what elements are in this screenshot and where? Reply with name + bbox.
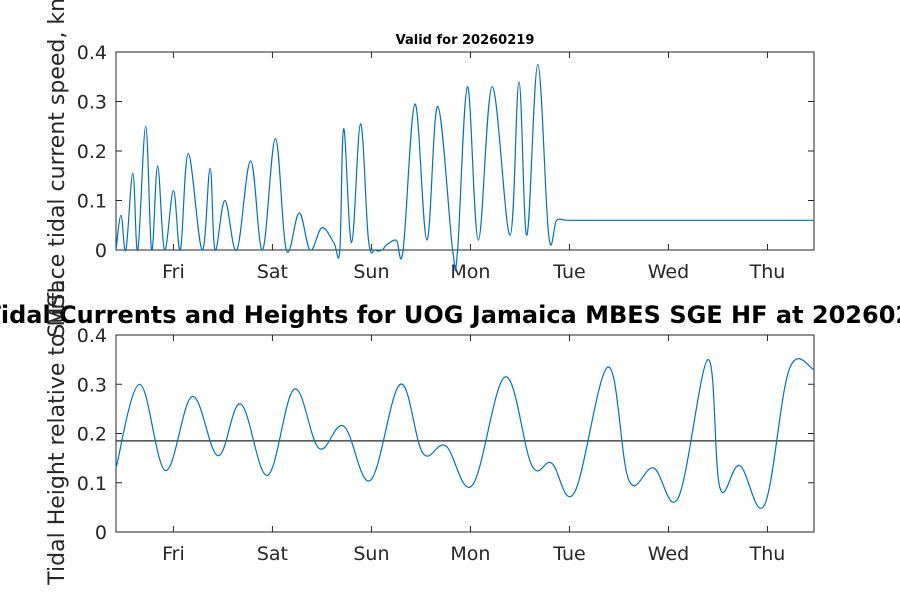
current-speed-xtick-label: Thu <box>749 261 786 283</box>
current-speed-title: Valid for 20260219 <box>396 33 535 48</box>
current-speed-ytick-label: 0.4 <box>77 42 107 64</box>
tidal-height-line <box>115 358 815 509</box>
current-speed-ytick-label: 0.1 <box>77 191 107 213</box>
tidal-height-xtick-label: Sat <box>257 543 288 565</box>
tidal-height-ytick-label: 0 <box>95 522 107 544</box>
current-speed-ytick-label: 0 <box>95 240 107 262</box>
tidal-height-title: Tidal Currents and Heights for UOG Jamai… <box>0 301 900 329</box>
tidal-height-ytick-label: 0.2 <box>77 424 107 446</box>
current-speed-xtick-label: Wed <box>648 261 689 283</box>
current-speed-ytick-label: 0.2 <box>77 141 107 163</box>
current-speed-ticks: 0 0.1 0.2 0.3 0.4 Fri Sat Sun Mon Tue Wed Thu <box>77 42 814 283</box>
current-speed-plot-frame <box>115 51 815 251</box>
tidal-height-xtick-label: Sun <box>353 543 389 565</box>
tidal-height-axes: Tidal Currents and Heights for UOG Jamai… <box>0 281 900 586</box>
tidal-height-ytick-label: 0.1 <box>77 473 107 495</box>
current-speed-xtick-label: Mon <box>450 261 490 283</box>
current-speed-xtick-label: Tue <box>552 261 585 283</box>
current-speed-axes: Valid for 20260219 0 0.1 0.2 0.3 0.4 Fri Sat Su… <box>45 0 815 338</box>
tidal-height-xtick-label: Wed <box>648 543 689 565</box>
current-speed-ytick-label: 0.3 <box>77 92 107 114</box>
tidal-height-ytick-label: 0.4 <box>77 325 107 347</box>
tidal-height-xtick-label: Mon <box>450 543 490 565</box>
current-speed-ylabel: Surface tidal current speed, knots <box>45 0 70 338</box>
tidal-height-ylabel: Tidal Height relative to MSL <box>45 281 70 586</box>
tidal-height-ticks: 0 0.1 0.2 0.3 0.4 Fri Sat Sun Mon Tue Wed Thu <box>77 325 814 565</box>
tidal-height-xtick-label: Thu <box>749 543 786 565</box>
tidal-height-xtick-label: Fri <box>162 543 185 565</box>
tidal-height-ytick-label: 0.3 <box>77 374 107 396</box>
current-speed-xtick-label: Sun <box>353 261 389 283</box>
current-speed-line <box>115 63 814 272</box>
current-speed-xtick-label: Sat <box>257 261 288 283</box>
tidal-height-plot-frame <box>115 334 815 533</box>
tidal-height-xtick-label: Tue <box>552 543 585 565</box>
current-speed-xtick-label: Fri <box>162 261 185 283</box>
